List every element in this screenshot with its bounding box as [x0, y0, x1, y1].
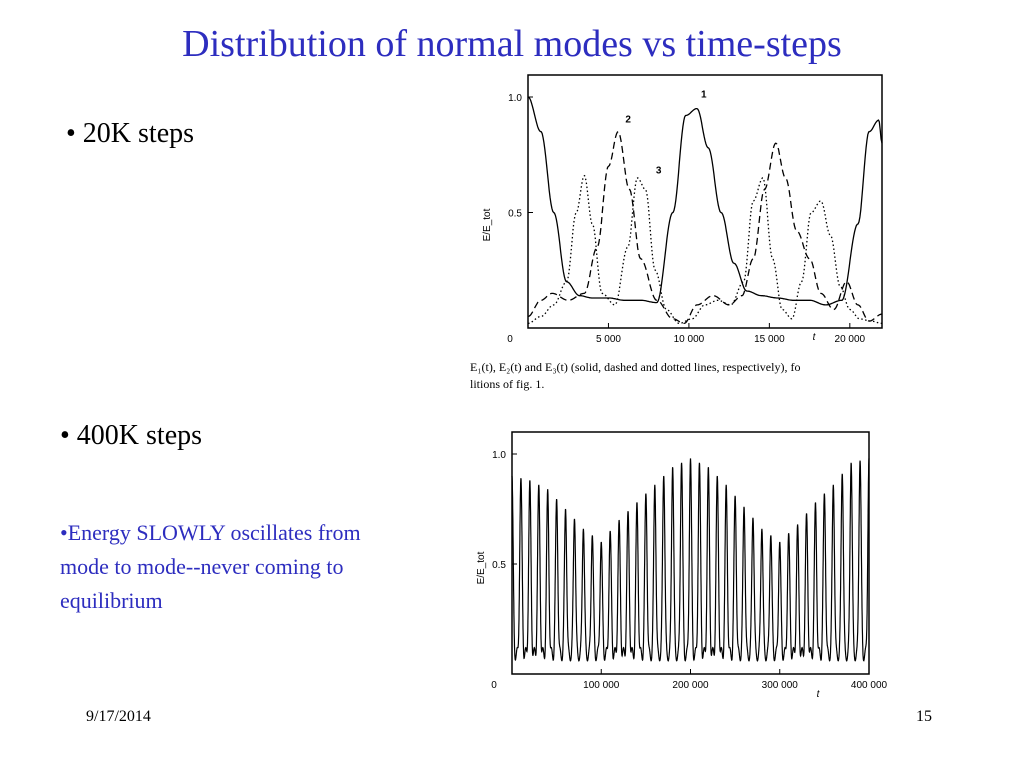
chart1-series-label: 1 — [701, 89, 707, 100]
chart1-frame — [527, 74, 883, 329]
chart2-x-tick-label: 100 000 — [583, 680, 620, 691]
chart2-xlabel: t — [817, 689, 821, 700]
energy-note: •Energy SLOWLY oscillates from mode to m… — [60, 520, 361, 613]
chart1-y-tick-label: 1.0 — [508, 93, 522, 104]
slide-title: Distribution of normal modes vs time-ste… — [182, 23, 842, 65]
chart1-x-tick-label: 15 000 — [754, 334, 785, 345]
chart1-series-dashed-line — [527, 130, 883, 325]
chart2-y-tick-label: 1.0 — [492, 450, 506, 461]
bullet-20k-steps: • 20K steps — [66, 118, 195, 149]
chart2-ylabel: E/E_tot — [476, 551, 487, 584]
chart1-ylabel: E/E_tot — [482, 208, 493, 241]
chart1-x-tick-label: 5 000 — [596, 334, 621, 345]
chart2-x-tick-label: 300 000 — [762, 680, 799, 691]
chart1-series-label: 3 — [656, 166, 662, 177]
chart1-series-solid-line — [527, 96, 883, 306]
chart2-series-solid-line — [511, 458, 870, 662]
chart1-series-dotted-line — [527, 174, 883, 325]
chart2-x-tick-label: 400 000 — [851, 680, 888, 691]
chart2-x-tick-label: 0 — [491, 680, 497, 691]
chart1-y-tick-label: 0.5 — [508, 209, 522, 220]
footer-date: 9/17/2014 — [86, 708, 151, 725]
chart2-x-tick-label: 200 000 — [672, 680, 709, 691]
chart1-caption-line1: E₁(t), E₂(t) and E₃(t) (solid, dashed an… — [470, 360, 800, 374]
chart1-xlabel: t — [813, 332, 817, 343]
chart1-x-tick-label: 10 000 — [674, 334, 705, 345]
bullet-400k-steps: • 400K steps — [60, 420, 203, 451]
chart1-series-label: 2 — [625, 115, 631, 126]
chart1-x-tick-label: 20 000 — [835, 334, 866, 345]
chart2-y-tick-label: 0.5 — [492, 560, 506, 571]
chart1-x-tick-label: 0 — [507, 334, 513, 345]
page-number: 15 — [916, 708, 932, 725]
chart1-caption-line2: litions of fig. 1. — [470, 377, 544, 391]
